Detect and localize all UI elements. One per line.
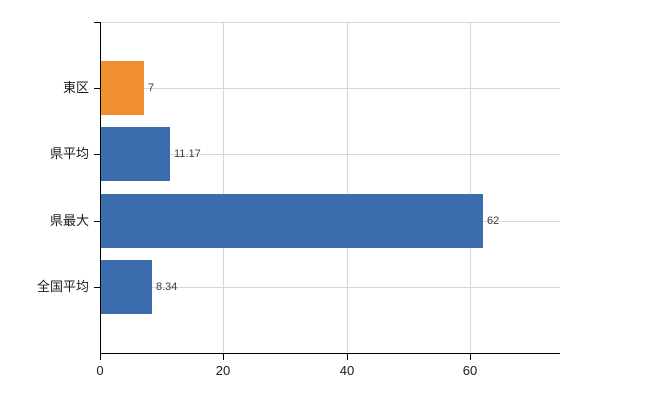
bar — [101, 194, 483, 248]
gridline-horizontal — [100, 88, 560, 89]
bar-value-label: 8.34 — [156, 281, 178, 293]
x-tick-label: 40 — [339, 363, 355, 378]
plot-top-border — [100, 22, 560, 23]
bar — [101, 127, 170, 181]
bar — [101, 260, 152, 314]
gridline-vertical — [347, 22, 348, 353]
gridline-vertical — [223, 22, 224, 353]
x-axis-line — [100, 353, 560, 354]
bar — [101, 61, 144, 115]
category-label: 東区 — [62, 80, 89, 95]
bar-value-label: 7 — [148, 82, 155, 94]
bar-value-label: 62 — [487, 215, 500, 227]
y-axis-line — [100, 22, 101, 353]
bar-value-label: 11.17 — [174, 148, 201, 160]
category-label: 全国平均 — [36, 279, 89, 294]
gridline-horizontal — [100, 154, 560, 155]
x-axis-tick — [100, 354, 101, 360]
y-axis-tick — [94, 154, 100, 155]
gridline-vertical — [470, 22, 471, 353]
category-label: 県平均 — [49, 146, 89, 161]
y-axis-tick — [94, 221, 100, 222]
gridline-horizontal — [100, 287, 560, 288]
x-tick-label: 60 — [462, 363, 478, 378]
category-label: 県最大 — [49, 213, 89, 228]
y-axis-tick — [94, 88, 100, 89]
y-axis-top-tick — [94, 22, 100, 23]
x-axis-tick — [470, 354, 471, 360]
x-axis-tick — [223, 354, 224, 360]
y-axis-tick — [94, 287, 100, 288]
x-tick-label: 0 — [96, 363, 104, 378]
x-tick-label: 20 — [215, 363, 231, 378]
x-axis-tick — [347, 354, 348, 360]
